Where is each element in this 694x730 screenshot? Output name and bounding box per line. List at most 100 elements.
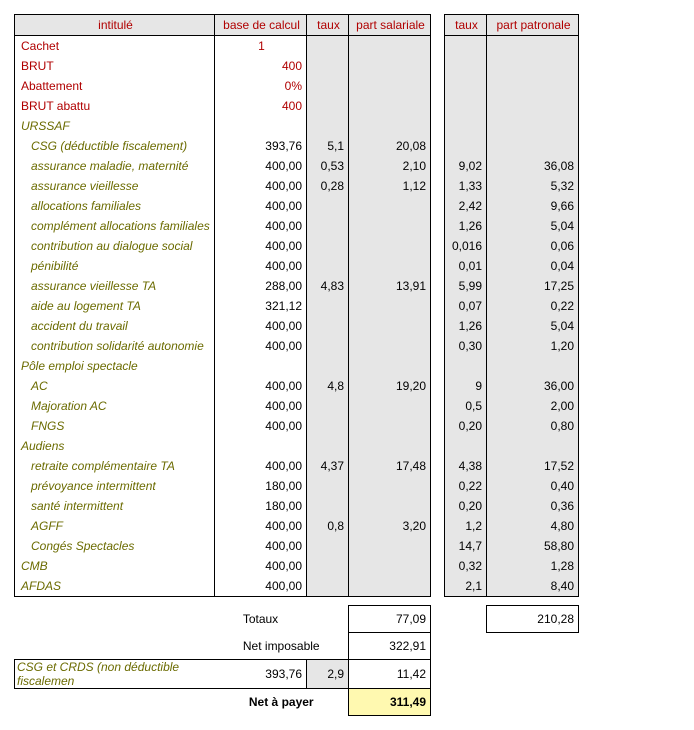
line-part-patronale: 17,25 <box>487 276 579 296</box>
line-taux-salarial: 5,1 <box>307 136 349 156</box>
line-taux-salarial: 0,28 <box>307 176 349 196</box>
line-taux-patronal: 0,20 <box>445 496 487 516</box>
line-part-salariale <box>349 496 431 516</box>
line-label: aide au logement TA <box>15 296 215 316</box>
line-base: 400,00 <box>215 336 307 356</box>
line-taux-salarial <box>307 476 349 496</box>
line-part-salariale <box>349 336 431 356</box>
line-taux-salarial <box>307 416 349 436</box>
line-base: 400,00 <box>215 516 307 536</box>
line-taux-patronal: 1,2 <box>445 516 487 536</box>
line-base: 400,00 <box>215 536 307 556</box>
line-row: CSG (déductible fiscalement)393,765,120,… <box>15 136 579 156</box>
section-title: URSSAF <box>15 116 215 136</box>
line-row: CMB400,00 0,321,28 <box>15 556 579 576</box>
line-taux-patronal: 0,01 <box>445 256 487 276</box>
section-title: CMB <box>15 556 215 576</box>
line-taux-patronal: 0,016 <box>445 236 487 256</box>
csg-crds-label: CSG et CRDS (non déductible fiscalemen <box>15 660 215 689</box>
line-label: contribution au dialogue social <box>15 236 215 256</box>
line-label: contribution solidarité autonomie <box>15 336 215 356</box>
total-part-patronale: 210,28 <box>487 606 579 633</box>
col-taux-patronal: taux <box>445 15 487 36</box>
line-taux-patronal: 4,38 <box>445 456 487 476</box>
top-row: BRUT abattu400 <box>15 96 579 116</box>
line-taux-patronal: 2,42 <box>445 196 487 216</box>
line-part-salariale: 3,20 <box>349 516 431 536</box>
line-taux-salarial <box>307 316 349 336</box>
line-part-patronale: 36,00 <box>487 376 579 396</box>
line-base: 393,76 <box>215 136 307 156</box>
csg-crds-base: 393,76 <box>215 660 307 689</box>
line-base: 180,00 <box>215 476 307 496</box>
line-part-patronale: 9,66 <box>487 196 579 216</box>
line-label: FNGS <box>15 416 215 436</box>
line-part-salariale <box>349 576 431 597</box>
line-row: AC400,004,819,20936,00 <box>15 376 579 396</box>
line-taux-patronal: 1,26 <box>445 216 487 236</box>
line-taux-patronal: 0,30 <box>445 336 487 356</box>
col-intitule: intitulé <box>15 15 215 36</box>
line-part-patronale: 1,28 <box>487 556 579 576</box>
top-row: BRUT400 <box>15 56 579 76</box>
line-part-patronale: 5,04 <box>487 316 579 336</box>
line-part-patronale: 36,08 <box>487 156 579 176</box>
line-row: AFDAS400,002,18,40 <box>15 576 579 597</box>
line-base: 400,00 <box>215 456 307 476</box>
top-label: BRUT <box>15 56 215 76</box>
line-label: CSG (déductible fiscalement) <box>15 136 215 156</box>
line-taux-salarial <box>307 196 349 216</box>
csg-crds-taux: 2,9 <box>307 660 349 689</box>
net-imposable-value: 322,91 <box>349 633 431 660</box>
line-taux-patronal: 0,07 <box>445 296 487 316</box>
line-base: 400,00 <box>215 256 307 276</box>
line-taux-patronal: 1,33 <box>445 176 487 196</box>
line-part-salariale <box>349 216 431 236</box>
col-base: base de calcul <box>215 15 307 36</box>
line-label: accident du travail <box>15 316 215 336</box>
col-part-salariale: part salariale <box>349 15 431 36</box>
line-label: retraite complémentaire TA <box>15 456 215 476</box>
line-row: FNGS400,000,200,80 <box>15 416 579 436</box>
line-taux-patronal: 0,5 <box>445 396 487 416</box>
line-row: allocations familiales400,002,429,66 <box>15 196 579 216</box>
line-label: Majoration AC <box>15 396 215 416</box>
line-base: 400,00 <box>215 556 307 576</box>
top-row: Cachet1 <box>15 36 579 57</box>
line-taux-salarial: 4,83 <box>307 276 349 296</box>
line-base: 321,12 <box>215 296 307 316</box>
line-taux-patronal: 0,32 <box>445 556 487 576</box>
line-base: 400,00 <box>215 416 307 436</box>
line-label: allocations familiales <box>15 196 215 216</box>
line-row: aide au logement TA321,12 0,070,22 <box>15 296 579 316</box>
line-label: AC <box>15 376 215 396</box>
line-base: 180,00 <box>215 496 307 516</box>
csg-crds-part: 11,42 <box>349 660 431 689</box>
line-taux-patronal: 9 <box>445 376 487 396</box>
line-part-salariale: 19,20 <box>349 376 431 396</box>
line-row: assurance maladie, maternité400,000,532,… <box>15 156 579 176</box>
line-taux-salarial: 0,53 <box>307 156 349 176</box>
line-taux-patronal: 9,02 <box>445 156 487 176</box>
totaux-label: Totaux <box>215 606 307 633</box>
line-taux-salarial <box>307 256 349 276</box>
line-part-salariale: 20,08 <box>349 136 431 156</box>
line-base: 400,00 <box>215 316 307 336</box>
line-part-salariale <box>349 316 431 336</box>
line-row: accident du travail400,001,265,04 <box>15 316 579 336</box>
col-part-patronale: part patronale <box>487 15 579 36</box>
line-base: 400,00 <box>215 236 307 256</box>
line-label: pénibilité <box>15 256 215 276</box>
section-title: Pôle emploi spectacle <box>15 356 215 376</box>
line-taux-salarial <box>307 396 349 416</box>
line-part-patronale <box>487 136 579 156</box>
line-row: prévoyance intermittent180,000,220,40 <box>15 476 579 496</box>
line-label: assurance vieillesse <box>15 176 215 196</box>
line-taux-salarial <box>307 236 349 256</box>
line-label: assurance maladie, maternité <box>15 156 215 176</box>
line-part-salariale <box>349 416 431 436</box>
line-taux-patronal <box>445 136 487 156</box>
section-title-row: Pôle emploi spectacle <box>15 356 579 376</box>
line-part-patronale: 0,22 <box>487 296 579 316</box>
net-a-payer-label: Net à payer <box>215 689 349 716</box>
